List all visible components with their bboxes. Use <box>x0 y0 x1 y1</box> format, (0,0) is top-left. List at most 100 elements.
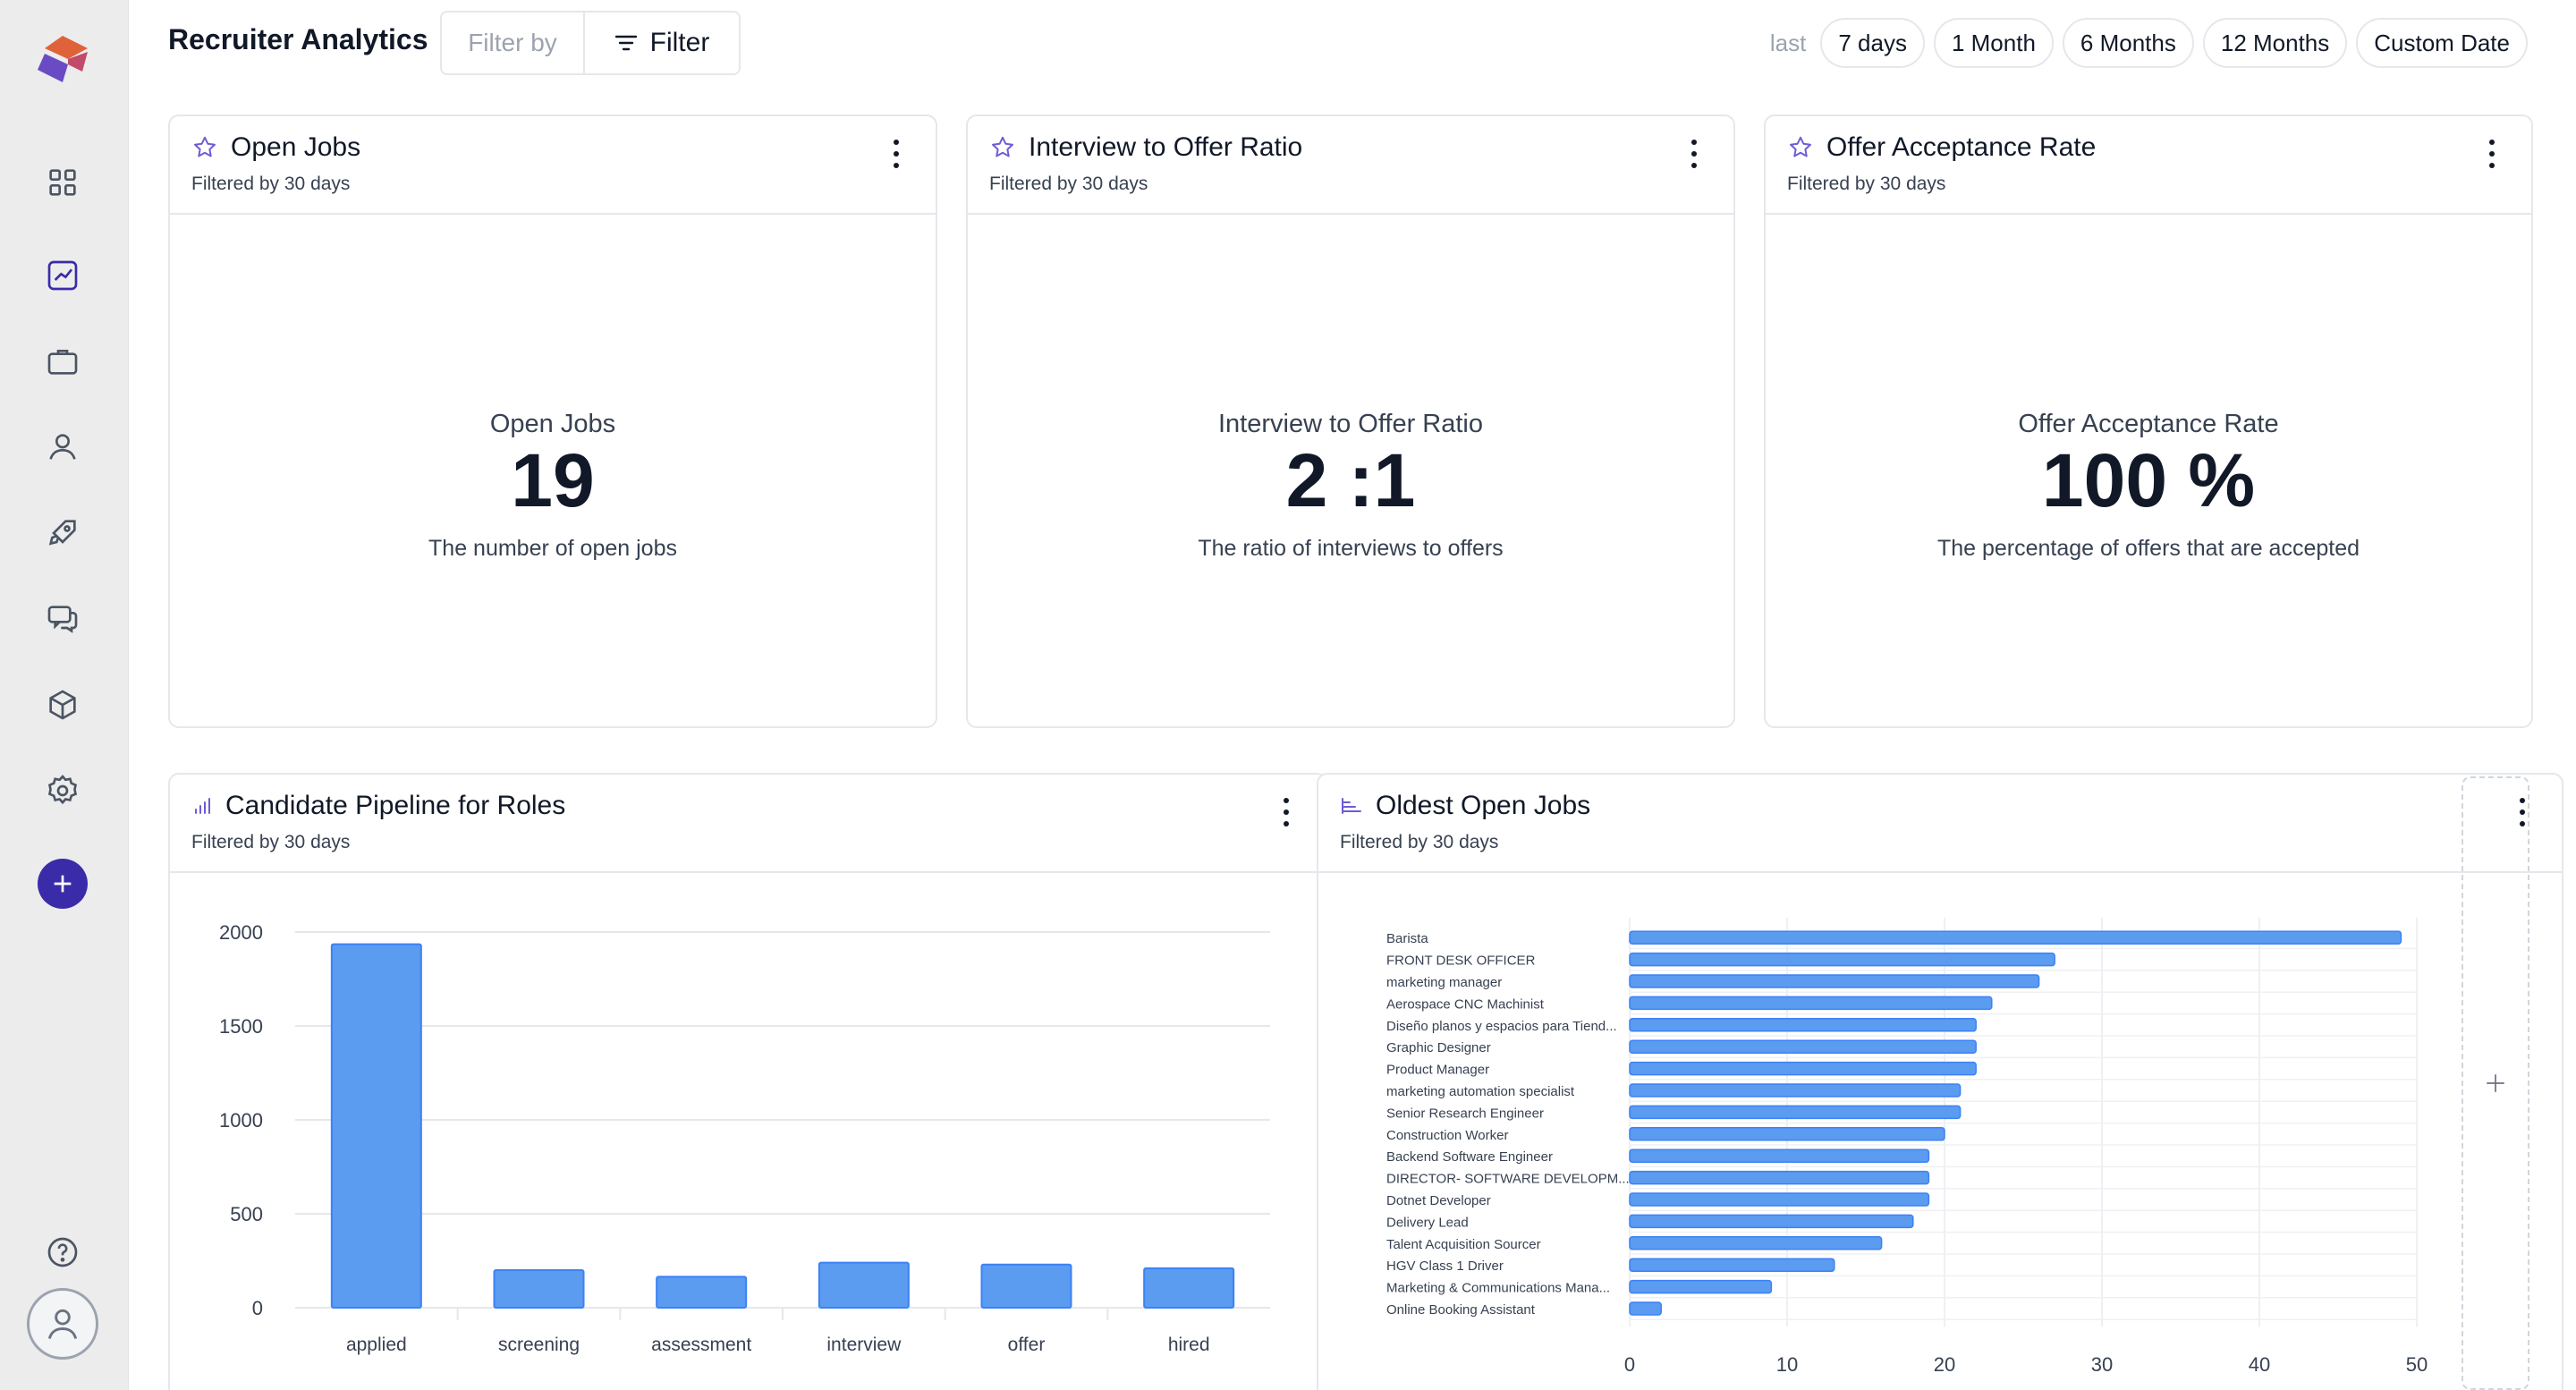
card-header: Candidate Pipeline for Roles Filtered by… <box>170 775 1326 873</box>
star-icon[interactable] <box>191 134 218 161</box>
more-menu-icon[interactable] <box>2485 136 2499 172</box>
metric: Open Jobs 19 The number of open jobs <box>170 410 936 562</box>
pipeline-bar-chart: 0 500 1000 1500 2000 applied screening assessme… <box>219 921 1270 1355</box>
user-icon[interactable] <box>34 419 91 476</box>
cube-icon[interactable] <box>34 676 91 733</box>
page-title: Recruiter Analytics <box>168 23 428 55</box>
y-tick-label: Aerospace CNC Machinist <box>1386 996 1545 1012</box>
filter-label: Filter <box>649 28 710 57</box>
star-icon[interactable] <box>989 134 1016 161</box>
rocket-icon[interactable] <box>34 504 91 562</box>
star-icon[interactable] <box>1787 134 1814 161</box>
brand-logo[interactable] <box>32 32 93 86</box>
x-tick-label: applied <box>346 1335 407 1355</box>
metric-description: The percentage of offers that are accept… <box>1936 536 2360 562</box>
x-tick-label: 50 <box>2406 1353 2428 1376</box>
more-menu-icon[interactable] <box>2515 794 2529 830</box>
more-menu-icon[interactable] <box>1279 794 1293 830</box>
metric: Offer Acceptance Rate 100 % The percenta… <box>1766 410 2531 562</box>
filter-by-input[interactable]: Filter by <box>442 13 585 73</box>
range-12-months[interactable]: 12 Months <box>2202 18 2348 68</box>
metric-description: The ratio of interviews to offers <box>1198 536 1504 562</box>
more-menu-icon[interactable] <box>1687 136 1701 172</box>
offer-acceptance-card: Offer Acceptance Rate Filtered by 30 day… <box>1764 114 2533 728</box>
date-range: last 7 days 1 Month 6 Months 12 Months C… <box>1770 18 2528 68</box>
card-subtitle: Filtered by 30 days <box>191 832 351 852</box>
header: Recruiter Analytics Filter by Filter las… <box>131 0 2576 86</box>
bar <box>493 1269 585 1309</box>
y-tick-label: 0 <box>252 1297 263 1319</box>
bar <box>1629 1105 1962 1120</box>
y-tick-label: Senior Research Engineer <box>1386 1106 1544 1121</box>
y-tick-label: Barista <box>1386 931 1428 946</box>
x-tick-label: 20 <box>1934 1353 1955 1376</box>
metric-value: 100 % <box>2041 438 2256 522</box>
bar <box>1629 1061 1977 1076</box>
bar <box>1629 1214 1914 1229</box>
card-subtitle: Filtered by 30 days <box>1787 174 1946 194</box>
oldest-open-jobs-card: Oldest Open Jobs Filtered by 30 days 0 10… <box>1317 773 2563 1390</box>
y-tick-label: 2000 <box>219 921 263 944</box>
analytics-icon[interactable] <box>34 247 91 304</box>
metric-description: The number of open jobs <box>428 536 677 562</box>
grid-icon[interactable] <box>34 154 91 211</box>
bar <box>1629 1258 1835 1272</box>
card-title: Offer Acceptance Rate <box>1826 132 2097 162</box>
bar <box>1629 1039 1977 1054</box>
bar <box>980 1263 1072 1309</box>
bar <box>1143 1267 1235 1309</box>
sidebar <box>0 0 129 1390</box>
more-menu-icon[interactable] <box>889 136 903 172</box>
bar <box>1629 1083 1962 1098</box>
bar <box>1629 1301 1662 1316</box>
y-tick-label: Diseño planos y espacios para Tiend... <box>1386 1019 1617 1034</box>
y-tick-label: Product Manager <box>1386 1063 1489 1078</box>
plus-icon <box>54 875 72 893</box>
bar <box>1629 1148 1930 1163</box>
y-tick-label: Dotnet Developer <box>1386 1193 1491 1208</box>
x-tick-label: hired <box>1168 1335 1210 1355</box>
interview-offer-card: Interview to Offer Ratio Filtered by 30 … <box>966 114 1735 728</box>
card-header: Offer Acceptance Rate Filtered by 30 day… <box>1766 116 2531 215</box>
main-content: Recruiter Analytics Filter by Filter las… <box>131 0 2576 1390</box>
gear-icon[interactable] <box>34 762 91 819</box>
card-title: Open Jobs <box>231 132 361 162</box>
bar <box>1629 974 2040 988</box>
help-icon[interactable] <box>34 1224 91 1281</box>
x-tick-label: offer <box>1008 1335 1046 1355</box>
filter-icon <box>614 35 637 51</box>
y-tick-label: marketing automation specialist <box>1386 1084 1575 1099</box>
bar <box>1629 996 1993 1011</box>
range-6-months[interactable]: 6 Months <box>2062 18 2194 68</box>
card-header: Open Jobs Filtered by 30 days <box>170 116 936 215</box>
bar-chart-icon <box>195 798 210 814</box>
y-tick-label: marketing manager <box>1386 975 1502 990</box>
bar <box>656 1276 748 1309</box>
y-tick-label: 1000 <box>219 1109 263 1131</box>
metric-label: Offer Acceptance Rate <box>2018 410 2279 438</box>
range-7-days[interactable]: 7 days <box>1820 18 1925 68</box>
avatar[interactable] <box>27 1288 98 1360</box>
metric-label: Open Jobs <box>489 410 616 438</box>
candidate-pipeline-card: Candidate Pipeline for Roles Filtered by… <box>168 773 1327 1390</box>
bar <box>1629 1279 1773 1294</box>
y-tick-label: DIRECTOR- SOFTWARE DEVELOPM... <box>1386 1172 1630 1187</box>
open-jobs-card: Open Jobs Filtered by 30 days Open Jobs … <box>168 114 937 728</box>
x-tick-label: 10 <box>1776 1353 1798 1376</box>
add-widget-button[interactable] <box>2462 776 2529 1390</box>
add-button[interactable] <box>38 859 88 909</box>
metric-label: Interview to Offer Ratio <box>1217 410 1484 438</box>
horizontal-bar-icon <box>1342 798 1361 814</box>
plus-icon <box>2487 1074 2504 1092</box>
range-custom-date[interactable]: Custom Date <box>2356 18 2528 68</box>
metric: Interview to Offer Ratio 2 :1 The ratio … <box>968 410 1733 562</box>
card-title: Candidate Pipeline for Roles <box>225 791 566 820</box>
briefcase-icon[interactable] <box>34 333 91 390</box>
y-tick-label: FRONT DESK OFFICER <box>1386 954 1536 969</box>
chat-icon[interactable] <box>34 590 91 648</box>
y-tick-label: Delivery Lead <box>1386 1215 1469 1230</box>
range-1-month[interactable]: 1 Month <box>1933 18 2054 68</box>
x-tick-label: screening <box>498 1335 580 1355</box>
filter-button[interactable]: Filter <box>585 13 739 73</box>
card-subtitle: Filtered by 30 days <box>191 174 351 194</box>
